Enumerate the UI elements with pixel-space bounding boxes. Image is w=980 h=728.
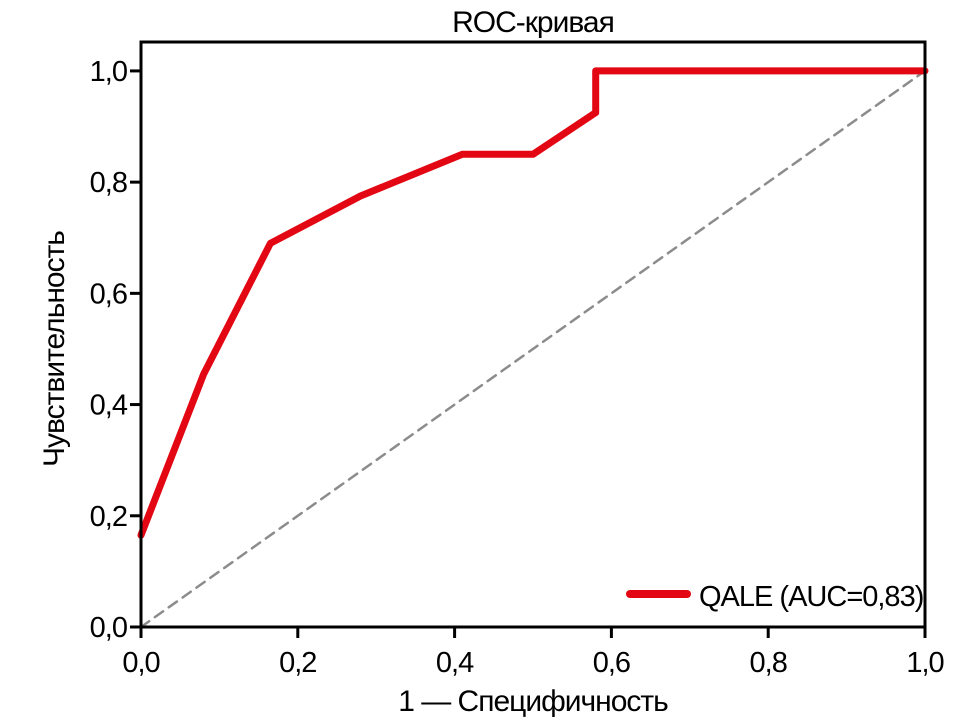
series-chance-diagonal-line xyxy=(139,69,927,629)
y-axis-label: Чувствительность xyxy=(38,231,71,467)
series-roc-curve-line xyxy=(137,67,929,539)
y-tick-label: 0,0 xyxy=(90,612,127,644)
x-tick-label: 0,2 xyxy=(279,647,316,679)
y-tick-label: 0,4 xyxy=(90,390,128,422)
legend-label: QALE (AUC=0,83) xyxy=(699,581,923,613)
x-axis-label: 1 — Специфичность xyxy=(398,685,668,718)
x-tick-label: 1,0 xyxy=(906,647,943,679)
x-tick-label: 0,8 xyxy=(750,647,787,679)
y-tick-label: 0,2 xyxy=(90,501,127,533)
plot-frame xyxy=(139,40,927,629)
chart-title: ROC-кривая xyxy=(452,6,614,39)
x-tick-label: 0,6 xyxy=(593,647,630,679)
y-tick-label: 0,6 xyxy=(90,278,127,310)
x-tick-label: 0,4 xyxy=(436,647,474,679)
x-tick-label: 0,0 xyxy=(122,647,159,679)
y-tick-label: 0,8 xyxy=(90,167,127,199)
y-tick-label: 1,0 xyxy=(90,56,127,88)
